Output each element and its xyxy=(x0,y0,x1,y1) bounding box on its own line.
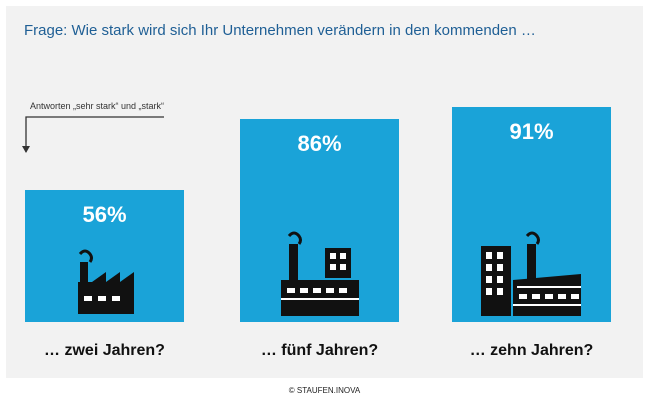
category-label-zwei-jahren: … zwei Jahren? xyxy=(44,342,165,359)
bar-fuenf-jahren: 86% xyxy=(240,119,399,322)
value-label-fuenf-jahren: 86% xyxy=(297,131,342,156)
bar-zehn-jahren: 91% xyxy=(452,107,611,322)
factory-icon xyxy=(78,249,134,314)
category-label-fuenf-jahren: … fünf Jahren? xyxy=(260,342,379,359)
copyright: © STAUFEN.INOVA xyxy=(288,386,361,395)
answer-note: Antworten „sehr stark“ und „stark“ xyxy=(30,101,165,111)
bar-zwei-jahren: 56% xyxy=(25,190,184,322)
value-label-zehn-jahren: 91% xyxy=(509,119,554,144)
value-label-zwei-jahren: 56% xyxy=(82,202,127,227)
question-title: Frage: Wie stark wird sich Ihr Unternehm… xyxy=(24,22,536,39)
category-label-zehn-jahren: … zehn Jahren? xyxy=(469,342,594,359)
factory-with-tower-icon xyxy=(481,231,581,316)
factory-with-office-icon xyxy=(281,231,359,316)
